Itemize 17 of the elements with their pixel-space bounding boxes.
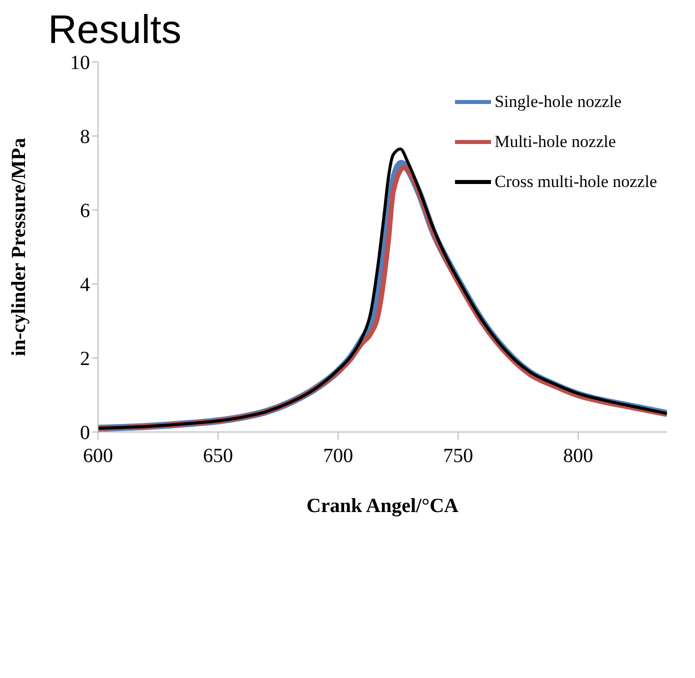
x-tick-label: 800	[563, 445, 594, 468]
y-tick-label: 8	[80, 126, 90, 148]
y-tick-label: 4	[80, 274, 90, 296]
y-tick-label: 6	[80, 200, 90, 222]
legend-label: Cross multi-hole nozzle	[494, 172, 657, 192]
legend-label: Multi-hole nozzle	[494, 132, 616, 152]
x-tick-label: 700	[323, 445, 354, 468]
y-tick-label: 10	[70, 52, 90, 74]
y-axis-title: in-cylinder Pressure/MPa	[8, 138, 30, 356]
x-tick-label: 650	[203, 445, 234, 468]
y-tick-label: 2	[80, 348, 90, 370]
legend-label: Single-hole nozzle	[494, 92, 622, 112]
y-tick-label: 0	[80, 422, 90, 444]
chart-title: Results	[47, 8, 182, 52]
x-axis-title: Crank Angel/°CA	[306, 495, 460, 517]
x-tick-label: 600	[83, 445, 113, 468]
x-tick-label: 750	[443, 445, 474, 468]
